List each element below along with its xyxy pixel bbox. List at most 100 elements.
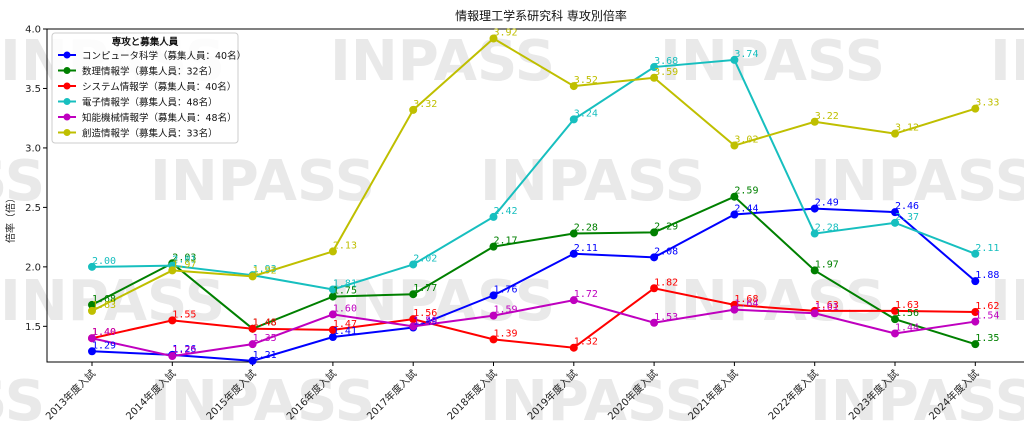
watermark-text: INPASS [990,29,1024,94]
data-point [328,325,337,334]
watermark-text: INPASS [810,369,1024,434]
series-line [91,195,976,346]
data-point [248,272,257,281]
watermark-text: INPASS [480,149,705,214]
data-label: 1.62 [975,301,999,312]
data-point [409,315,418,324]
legend-items: コンピュータ科学（募集人員：40名） 数理情報学（募集人員：32名） システム情報学… [58,50,246,140]
data-label: 1.59 [494,305,518,316]
data-label: 1.68 [92,294,116,305]
y-tick-label: 3.5 [25,84,41,95]
data-label: 1.97 [172,259,196,270]
chart-title: 情報理工学系研究科 専攻別倍率 [455,8,627,23]
series-line [91,37,976,312]
data-label: 1.68 [734,294,758,305]
data-point [810,204,819,213]
y-tick-label: 2.0 [25,262,41,273]
data-point [650,73,659,82]
y-tick-label: 3.0 [25,143,41,154]
y-tick-label: 2.5 [25,203,41,214]
series-lines [91,37,976,362]
data-point [569,229,578,238]
data-point [650,318,659,327]
data-point [569,82,578,91]
data-label: 1.54 [975,311,999,322]
data-point [489,212,498,221]
data-point [891,208,899,217]
watermark-text: INPASS [810,149,1024,214]
data-point [489,291,498,300]
data-label: 3.33 [975,98,999,109]
data-point [569,343,578,352]
legend-marker [63,67,71,74]
data-label: 1.48 [253,318,277,329]
watermark-text: INPASS [0,149,45,214]
data-label: 3.32 [413,99,437,110]
data-label: 1.63 [815,300,839,311]
data-point [971,277,980,286]
data-point [409,105,418,114]
data-point [168,316,177,325]
data-label: 2.37 [895,212,919,223]
data-point [328,247,337,256]
data-label: 3.02 [734,135,758,146]
data-label: 2.13 [333,240,357,251]
data-point [168,352,177,361]
legend-marker [63,98,71,105]
data-point [248,324,257,333]
data-point [88,300,96,309]
data-point [248,340,257,349]
data-label: 1.40 [92,327,116,338]
data-label: 3.52 [574,75,598,86]
data-point [569,115,578,124]
data-point [891,306,899,315]
data-label: 3.74 [734,49,758,60]
legend-marker [63,51,71,59]
y-tick-label: 4.0 [25,25,41,36]
data-point [971,317,980,326]
data-label: 1.53 [654,312,678,323]
data-point [569,249,578,258]
data-label: 3.92 [494,28,518,39]
data-label: 1.56 [413,308,437,319]
data-label: 2.08 [654,246,678,257]
data-label: 1.48 [253,318,277,329]
data-point [328,285,337,294]
data-label: 1.77 [413,283,437,294]
data-label: 1.49 [413,317,437,328]
data-point [88,347,96,356]
watermark-text: INPASS [660,269,885,334]
series-points [88,34,980,365]
data-label: 1.97 [815,259,839,270]
watermark-text: INPASS [0,369,45,434]
data-point [409,260,418,269]
data-point [650,228,659,237]
data-point [891,315,899,324]
data-label: 2.44 [734,204,758,215]
data-label: 1.81 [333,278,357,289]
data-label: 1.32 [574,337,598,348]
data-label: 3.22 [815,111,839,122]
data-point [168,266,177,275]
series-line [91,287,976,349]
data-point [409,322,418,331]
y-tick-label: 1.5 [25,322,41,333]
legend-label: システム情報学（募集人員：40名） [82,81,236,93]
data-label: 1.41 [333,326,357,337]
data-point [730,192,739,201]
watermark-text: INPASS [990,269,1024,334]
data-point [328,292,337,301]
data-point [891,218,899,227]
data-label: 1.47 [333,319,357,330]
data-point [810,309,819,318]
data-point [810,117,819,126]
data-label: 1.76 [494,284,518,295]
legend-box [51,32,239,144]
data-label: 1.35 [975,333,999,344]
watermark-text: INPASS [150,149,375,214]
data-label: 1.44 [895,322,919,333]
legend-marker [63,129,71,136]
data-label: 1.39 [494,328,518,339]
data-label: 1.75 [333,286,357,297]
